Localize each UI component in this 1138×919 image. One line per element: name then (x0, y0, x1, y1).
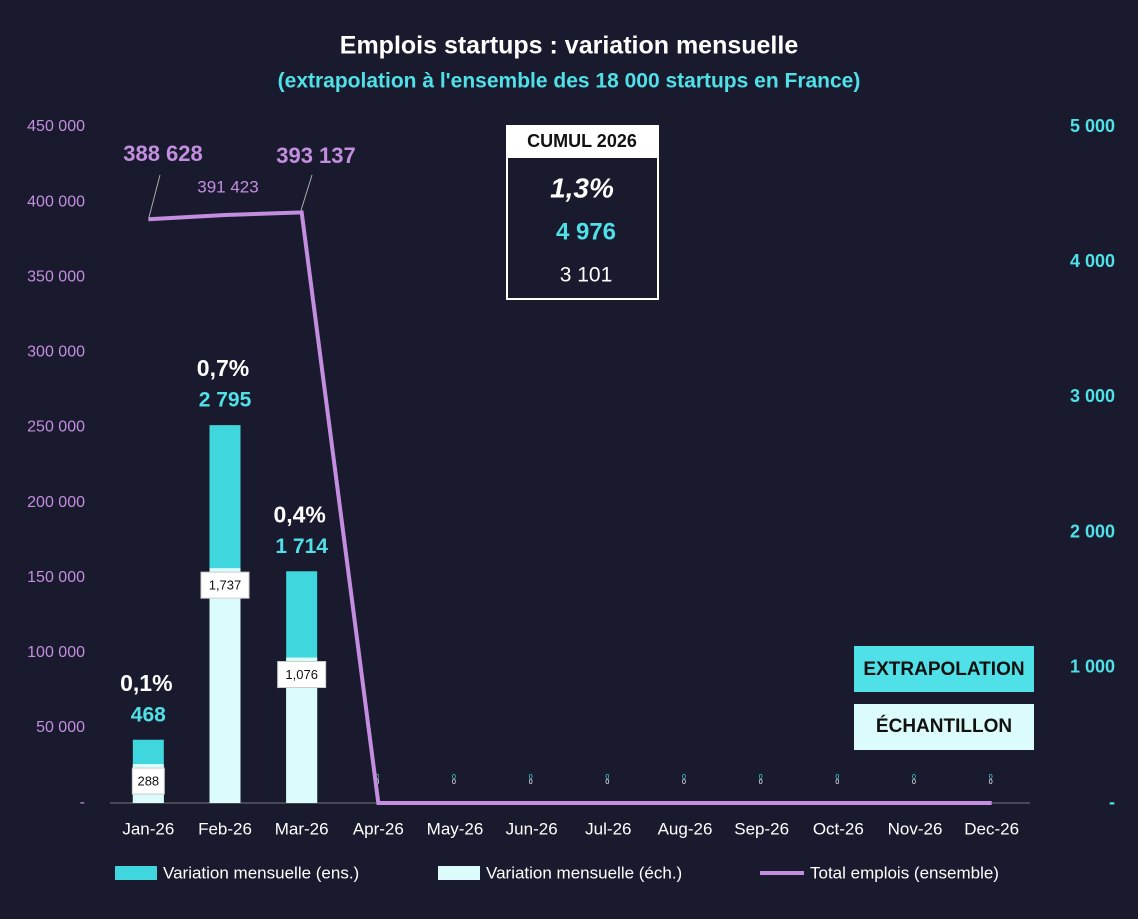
value-label-extrapolation: 0 (375, 774, 379, 781)
value-label-echantillon: 0 (989, 779, 993, 786)
cumul-header (507, 126, 658, 158)
legend-label: Variation mensuelle (ens.) (163, 863, 359, 882)
line (148, 210, 992, 805)
value-label-box (131, 767, 165, 795)
x-tick-label: Aug-26 (658, 819, 713, 838)
y2-tick-label: 1 000 (1070, 657, 1115, 677)
y-tick-label: 300 000 (27, 344, 85, 361)
value-label-echantillon: 288 (137, 773, 159, 788)
echantillon-label: ÉCHANTILLON (876, 715, 1012, 737)
cumul-extrapolation: 4 976 (556, 218, 616, 245)
y-tick-label: 50 000 (36, 719, 85, 736)
y-tick-label: 450 000 (27, 118, 85, 135)
y-tick-label: - (80, 794, 85, 811)
echantillon-box (854, 704, 1034, 750)
value-label-extrapolation: 1 714 (275, 535, 328, 558)
value-label-echantillon: 0 (452, 779, 456, 786)
value-label-extrapolation: 0 (835, 774, 839, 781)
x-tick-label: Dec-26 (964, 819, 1019, 838)
value-label-extrapolation: 468 (131, 703, 166, 726)
value-label-extrapolation: 0 (605, 774, 609, 781)
value-label-extrapolation: 2 795 (199, 389, 252, 412)
value-label-box (277, 661, 327, 689)
y2-tick-label: 3 000 (1070, 386, 1115, 406)
extrapolation-box (854, 646, 1034, 692)
y-tick-label: 250 000 (27, 419, 85, 436)
line-value-label: 388 628 (123, 141, 203, 166)
chart-subtitle: (extrapolation à l'ensemble des 18 000 s… (278, 70, 861, 93)
value-label-extrapolation: 0 (529, 774, 533, 781)
line-value-label: 393 137 (276, 143, 356, 168)
value-label-extrapolation: 0 (912, 774, 916, 781)
bar-echantillon (209, 568, 241, 803)
value-label-echantillon: 0 (682, 779, 686, 786)
growth-label: 0,1% (120, 670, 172, 696)
value-label-extrapolation: 0 (989, 774, 993, 781)
x-tick-label: Jun-26 (506, 819, 558, 838)
value-label-echantillon: 1,737 (209, 578, 242, 593)
legend-swatch (115, 866, 157, 880)
leader-line (148, 174, 161, 218)
value-label-echantillon: 0 (529, 779, 533, 786)
chart-title: Emplois startups : variation mensuelle (340, 32, 799, 60)
growth-label: 0,4% (273, 501, 325, 527)
extrapolation-label: EXTRAPOLATION (863, 659, 1024, 680)
value-label-echantillon: 1,076 (285, 667, 318, 682)
value-label-extrapolation: 0 (452, 774, 456, 781)
cumul-echantillon: 3 101 (560, 264, 613, 287)
x-tick-label: Jul-26 (585, 819, 631, 838)
value-label-box (200, 571, 250, 599)
x-tick-label: Apr-26 (353, 819, 404, 838)
value-label-echantillon: 0 (912, 779, 916, 786)
y-tick-label: 150 000 (27, 569, 85, 586)
y-tick-label: 200 000 (27, 494, 85, 511)
y2-tick-label: 2 000 (1070, 521, 1115, 541)
x-tick-label: May-26 (427, 819, 484, 838)
legend-label: Total emplois (ensemble) (810, 863, 999, 882)
line-value-label: 391 423 (197, 177, 258, 196)
value-label-echantillon: 0 (605, 779, 609, 786)
legend-label: Variation mensuelle (éch.) (486, 863, 682, 882)
y2-tick-label: - (1109, 792, 1115, 812)
x-tick-label: Nov-26 (888, 819, 943, 838)
cumul-percent: 1,3% (550, 172, 614, 203)
y-tick-label: 400 000 (27, 193, 85, 210)
x-tick-label: Jan-26 (122, 819, 174, 838)
value-label-echantillon: 0 (835, 779, 839, 786)
x-tick-label: Feb-26 (198, 819, 252, 838)
y2-tick-label: 5 000 (1070, 116, 1115, 136)
y-tick-label: 100 000 (27, 644, 85, 661)
x-tick-label: Mar-26 (275, 819, 329, 838)
value-label-echantillon: 0 (759, 779, 763, 786)
y-tick-label: 350 000 (27, 268, 85, 285)
x-tick-label: Sep-26 (734, 819, 789, 838)
y2-tick-label: 4 000 (1070, 251, 1115, 271)
growth-label: 0,7% (197, 355, 249, 381)
leader-line (300, 174, 313, 211)
cumul-title: CUMUL 2026 (527, 131, 637, 151)
x-tick-label: Oct-26 (813, 819, 864, 838)
value-label-extrapolation: 0 (682, 774, 686, 781)
value-label-extrapolation: 0 (759, 774, 763, 781)
legend-swatch (438, 866, 480, 880)
